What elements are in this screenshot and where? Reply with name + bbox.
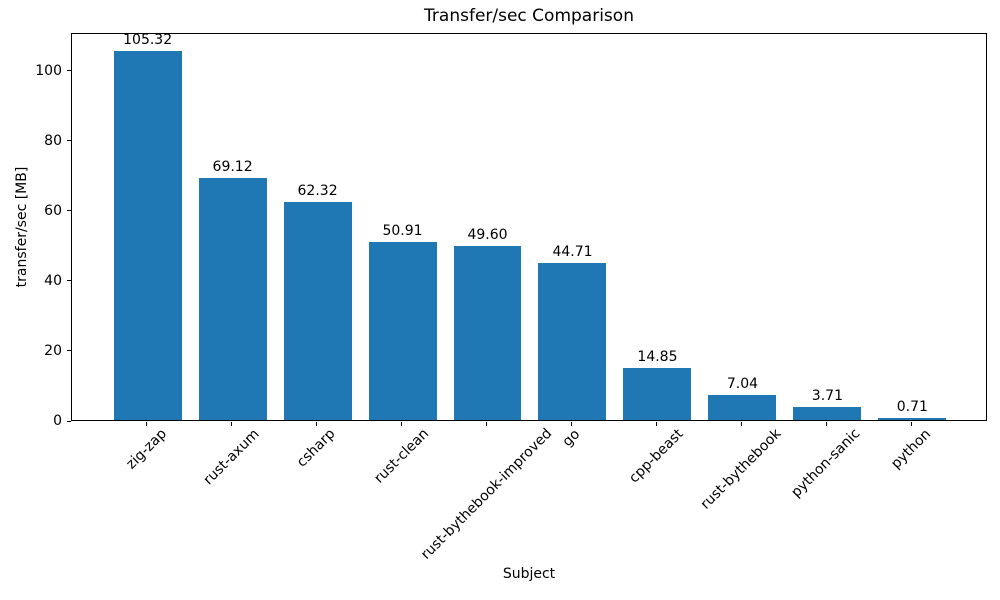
x-tick-mark: [231, 422, 233, 426]
chart-title: Transfer/sec Comparison: [424, 6, 634, 26]
x-axis-label: Subject: [502, 566, 556, 582]
x-tick-label-python-sanic: python-sanic: [788, 425, 864, 502]
x-tick-label-cpp-beast: cpp-beast: [626, 425, 687, 487]
x-tick-label-rust-bythebook-improved: rust-bythebook-improved: [417, 425, 555, 564]
bar-value-label: 44.71: [552, 244, 593, 261]
x-tick-mark: [910, 422, 912, 426]
y-tick-mark: [67, 210, 71, 212]
bar-value-label: 14.85: [637, 348, 678, 365]
bar-rust-bythebook: [708, 395, 777, 420]
y-tick-mark: [67, 70, 71, 71]
x-tick-mark: [570, 422, 572, 426]
x-tick-mark: [316, 422, 318, 426]
x-tick-label-rust-bythebook: rust-bythebook: [697, 426, 785, 513]
plot-area: 105.32 69.12 62.32 50.91 49.60 44.71 14.85 7.04…: [71, 31, 987, 421]
x-tick-label-python: python: [888, 425, 934, 472]
y-axis-label: transfer/sec [MB]: [14, 166, 30, 288]
bar-value-label: 50.91: [382, 222, 423, 239]
y-tick-label: 20: [44, 342, 62, 359]
x-tick-label-go: go: [559, 425, 584, 450]
x-tick-mark: [486, 422, 487, 426]
bar-zig-zap: [113, 50, 182, 420]
bar-value-label: 69.12: [212, 158, 253, 175]
bar-value-label: 105.32: [123, 31, 173, 48]
y-tick-label: 40: [44, 272, 62, 289]
bar-rust-clean: [368, 241, 437, 420]
y-tick-mark: [67, 350, 71, 352]
bar-python-sanic: [793, 407, 862, 420]
x-tick-mark: [655, 422, 657, 426]
y-tick-mark: [67, 420, 71, 422]
x-tick-label-rust-clean: rust-clean: [370, 425, 432, 487]
bar-csharp: [283, 201, 352, 420]
x-tick-label-zig-zap: zig-zap: [122, 425, 170, 473]
y-tick-mark: [67, 140, 71, 142]
y-tick-label: 0: [53, 413, 62, 429]
bar-rust-bythebook-improved: [453, 246, 522, 420]
bar-rust-axum: [198, 177, 267, 420]
x-tick-mark: [146, 422, 148, 426]
x-tick-label-rust-axum: rust-axum: [200, 426, 263, 489]
bar-go: [538, 263, 607, 420]
bar-value-label: 0.71: [896, 398, 928, 415]
x-tick-mark: [401, 422, 403, 426]
y-tick-label: 80: [44, 132, 62, 149]
bar-python: [878, 417, 947, 420]
y-tick-label: 60: [44, 202, 62, 219]
x-tick-mark: [740, 422, 742, 426]
bar-value-label: 7.04: [726, 376, 759, 393]
bar-value-label: 3.71: [811, 388, 843, 404]
bar-cpp-beast: [623, 367, 692, 420]
y-tick-label: 100: [35, 62, 62, 79]
x-tick-mark: [825, 422, 827, 426]
bar-value-label: 49.60: [467, 227, 508, 244]
y-tick-mark: [67, 280, 71, 282]
x-tick-label-csharp: csharp: [293, 425, 339, 471]
bar-value-label: 62.32: [297, 182, 338, 199]
